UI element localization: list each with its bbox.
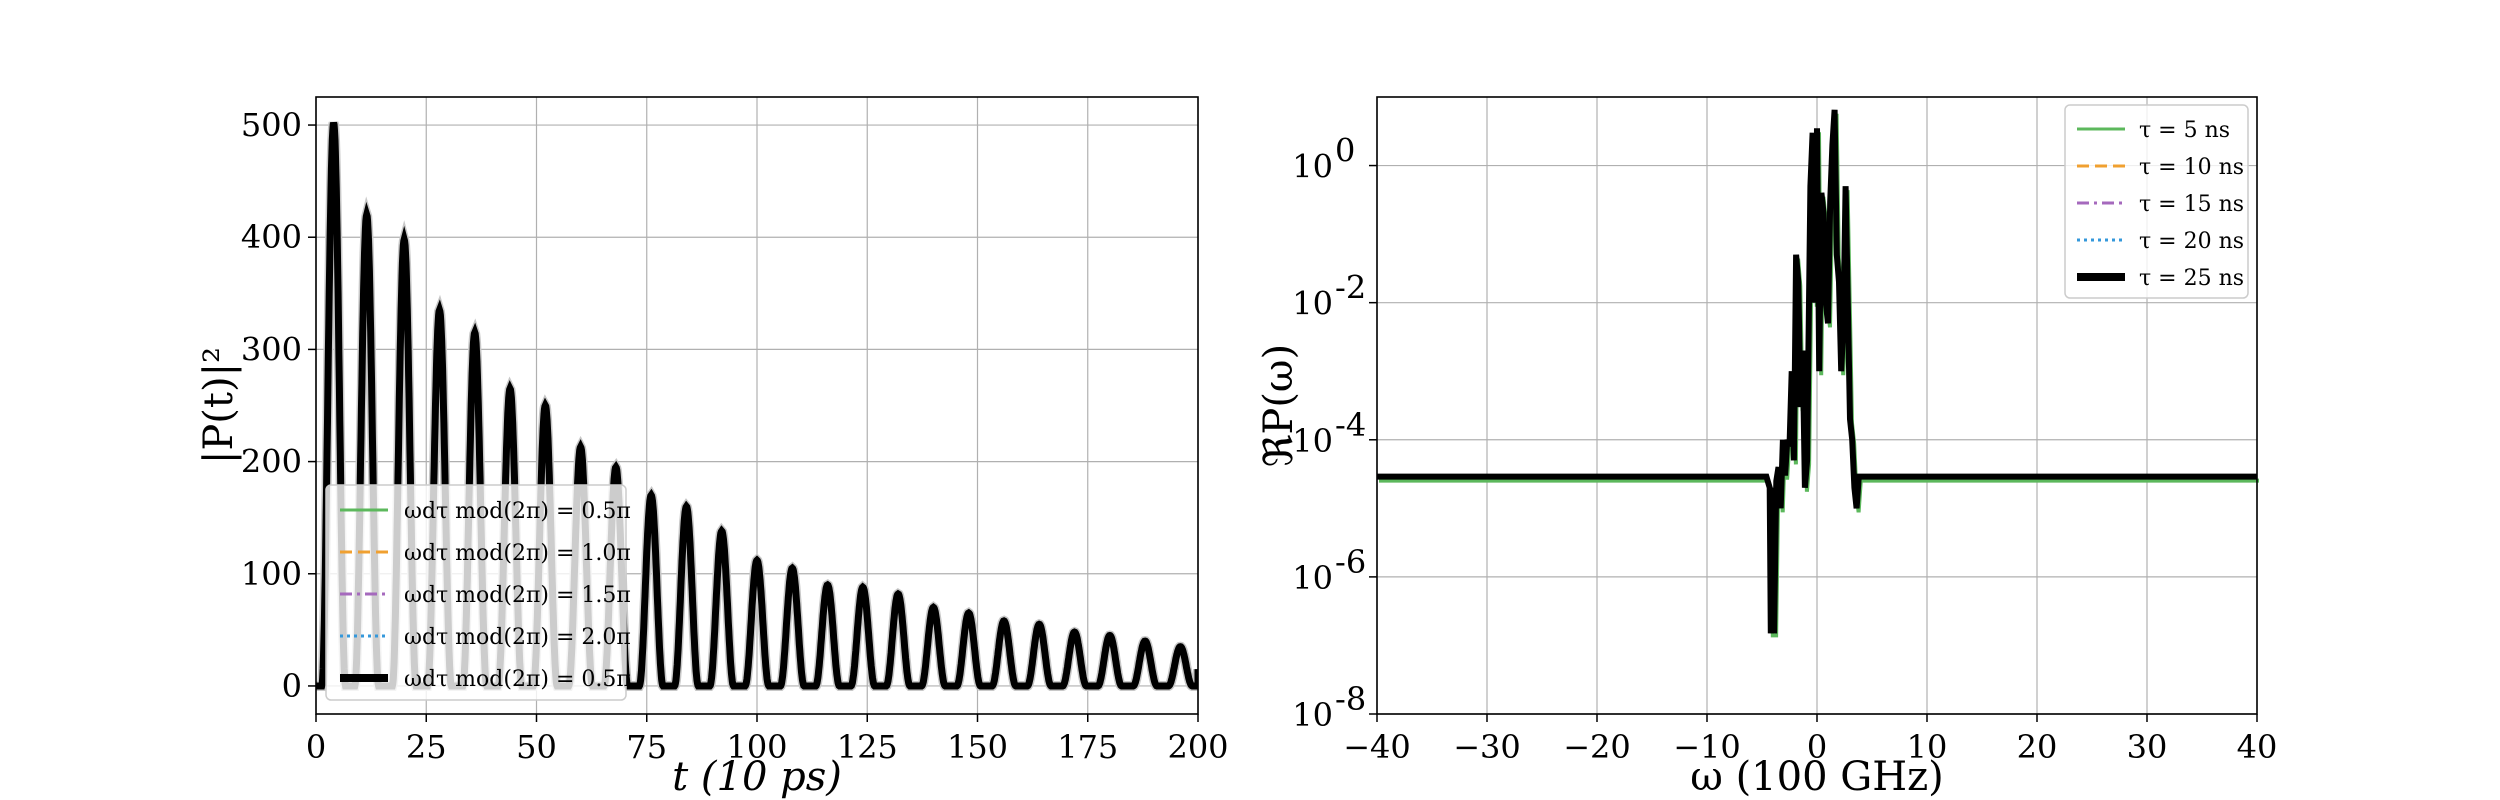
right-legend: τ = 5 ns τ = 10 ns τ = 15 ns τ = 20 ns τ = 2… bbox=[2064, 104, 2249, 299]
y-tick-label: 200 bbox=[241, 443, 302, 481]
x-tick-label: 75 bbox=[626, 728, 667, 766]
right-x-ticks: −40 −30 −20 −10 0 10 20 30 40 bbox=[1343, 714, 2277, 766]
y-tick-exponent: -4 bbox=[1335, 406, 1366, 444]
legend-label: ωdτ mod(2π) = 1.5π bbox=[404, 583, 631, 608]
x-tick-label: 100 bbox=[726, 728, 787, 766]
y-tick-label: 10 bbox=[1292, 696, 1333, 734]
x-tick-label: 175 bbox=[1057, 728, 1118, 766]
legend-label: ωdτ mod(2π) = 1.0π bbox=[404, 541, 631, 566]
right-chart: −40 −30 −20 −10 0 10 20 30 40 10-810-610-410-210… bbox=[1256, 96, 2277, 800]
x-tick-label: −20 bbox=[1563, 728, 1631, 766]
legend-label: τ = 5 ns bbox=[2139, 118, 2230, 143]
right-series-layer bbox=[1377, 109, 2259, 638]
legend-label: τ = 20 ns bbox=[2139, 229, 2244, 254]
left-y-ticks: 0 100 200 300 400 500 bbox=[241, 106, 316, 705]
legend-label: τ = 10 ns bbox=[2139, 155, 2244, 180]
series-line-black bbox=[1377, 109, 2257, 634]
x-tick-label: 25 bbox=[406, 728, 447, 766]
y-tick-label: 300 bbox=[241, 330, 302, 368]
left-chart: 0 25 50 75 100 125 150 175 200 0100200300400500 … bbox=[196, 96, 1229, 800]
y-tick-exponent: -8 bbox=[1335, 680, 1366, 718]
legend-label: τ = 25 ns bbox=[2139, 266, 2244, 291]
x-tick-label: −30 bbox=[1453, 728, 1521, 766]
x-tick-label: 0 bbox=[1807, 728, 1827, 766]
left-legend: ωdτ mod(2π) = 0.5π ωdτ mod(2π) = 1.0π ωdτ … bbox=[325, 484, 631, 701]
y-tick-label: 100 bbox=[241, 555, 302, 593]
legend-label: ωdτ mod(2π) = 2.0π bbox=[404, 625, 631, 650]
legend-label: ωdτ mod(2π) = 0.5π bbox=[404, 667, 631, 692]
legend-label: ωdτ mod(2π) = 0.5π bbox=[404, 499, 631, 524]
x-tick-label: 50 bbox=[516, 728, 557, 766]
x-tick-label: −10 bbox=[1673, 728, 1741, 766]
y-tick-exponent: 0 bbox=[1335, 132, 1355, 170]
y-tick-exponent: -2 bbox=[1335, 269, 1366, 307]
left-x-ticks: 0 25 50 75 100 125 150 175 200 bbox=[306, 714, 1229, 766]
y-tick-label: 10 bbox=[1292, 422, 1333, 460]
y-tick-label: 10 bbox=[1292, 148, 1333, 186]
y-tick-label: 10 bbox=[1292, 285, 1333, 323]
y-tick-label: 0 bbox=[282, 667, 302, 705]
x-tick-label: 125 bbox=[837, 728, 898, 766]
right-x-axis-label: ω (100 GHz) bbox=[1690, 754, 1944, 800]
x-tick-label: −40 bbox=[1343, 728, 1411, 766]
left-x-axis-label: t (10 ps) bbox=[672, 754, 842, 800]
x-tick-label: 20 bbox=[2017, 728, 2058, 766]
x-tick-label: 0 bbox=[306, 728, 326, 766]
y-tick-label: 500 bbox=[241, 106, 302, 144]
legend-label: τ = 15 ns bbox=[2139, 192, 2244, 217]
x-tick-label: 30 bbox=[2127, 728, 2168, 766]
x-tick-label: 200 bbox=[1167, 728, 1228, 766]
legend-box bbox=[325, 484, 627, 701]
y-tick-label: 400 bbox=[241, 218, 302, 256]
x-tick-label: 40 bbox=[2237, 728, 2278, 766]
right-y-axis-label: ℜP(ω) bbox=[1256, 344, 1302, 467]
x-tick-label: 10 bbox=[1907, 728, 1948, 766]
y-tick-exponent: -6 bbox=[1335, 543, 1366, 581]
left-y-axis-label: |P(t)|² bbox=[196, 347, 242, 464]
y-tick-label: 10 bbox=[1292, 559, 1333, 597]
legend-box bbox=[2064, 104, 2249, 299]
x-tick-label: 150 bbox=[947, 728, 1008, 766]
